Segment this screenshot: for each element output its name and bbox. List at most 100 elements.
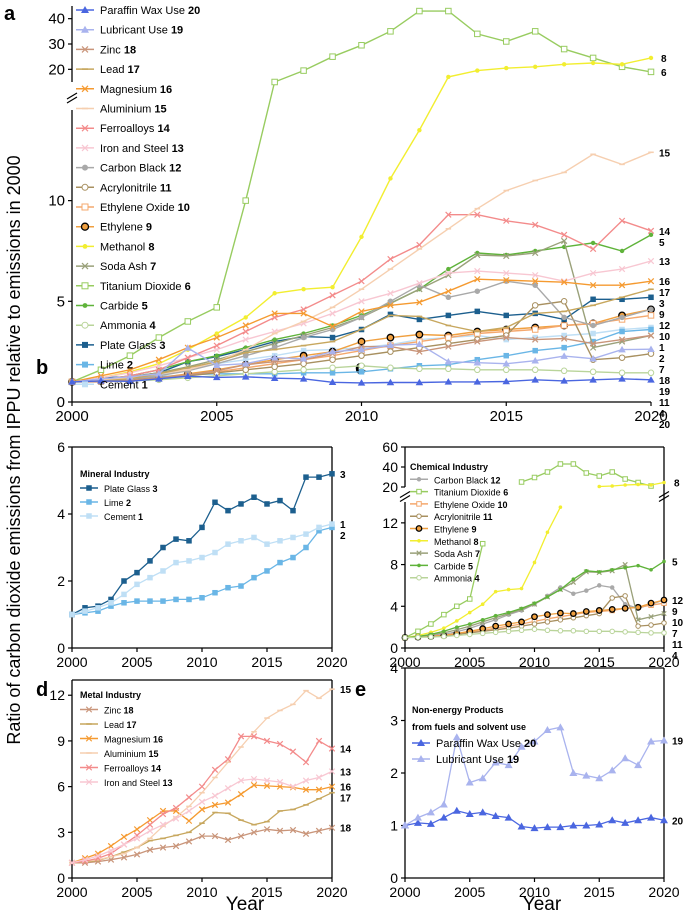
legend-name: Acrylonitrile (434, 512, 483, 522)
data-point (264, 541, 270, 547)
data-point (491, 758, 500, 766)
data-point (589, 282, 597, 289)
data-point (199, 524, 205, 531)
legend-name: Paraffin Wax Use (100, 5, 188, 17)
data-point (250, 775, 258, 783)
data-point (503, 38, 510, 45)
data-point (357, 337, 366, 346)
legend-swatch-marker (417, 539, 421, 543)
data-point (590, 322, 596, 329)
data-point (590, 330, 596, 337)
legend-swatch-marker (416, 513, 422, 519)
data-point (619, 62, 625, 67)
data-point (647, 227, 655, 235)
legend-rank: 20 (188, 5, 200, 17)
data-point (147, 574, 153, 581)
data-point (491, 812, 500, 820)
data-point (126, 366, 134, 373)
data-point (329, 292, 336, 299)
y-tick-label: 0 (390, 640, 398, 656)
data-point (467, 596, 473, 602)
data-point (595, 774, 604, 782)
data-point (582, 608, 590, 615)
end-label: 12 (672, 596, 684, 607)
data-point (532, 221, 539, 228)
data-point (618, 336, 626, 343)
data-point (303, 544, 309, 551)
data-point (224, 756, 232, 763)
data-point (557, 628, 564, 634)
legend-label: Lead 17 (100, 64, 140, 76)
legend-name: Zinc (100, 44, 124, 56)
data-point (242, 336, 249, 343)
data-point (242, 366, 249, 374)
series-line (71, 473, 333, 616)
legend-label: Plate Glass 3 (104, 484, 158, 494)
data-point (415, 378, 424, 386)
data-point (146, 816, 154, 824)
data-point (315, 786, 323, 793)
data-point (648, 294, 654, 301)
data-point (302, 759, 310, 766)
end-label: 14 (340, 745, 352, 756)
data-point (504, 761, 513, 769)
x-tick-label: 2015 (251, 654, 282, 670)
data-point (250, 733, 258, 740)
legend-item: Paraffin Wax Use 20 (412, 738, 536, 750)
data-point (608, 606, 616, 613)
series-magnesium (68, 275, 655, 386)
x-tick-label: 2010 (186, 884, 217, 900)
data-point (173, 536, 179, 542)
y-tick-label: 3 (57, 824, 65, 840)
data-point (415, 340, 424, 347)
data-point (478, 808, 487, 816)
data-point (595, 820, 604, 828)
legend-item: Carbide 5 (76, 301, 148, 313)
data-point (647, 332, 655, 339)
data-point (264, 568, 270, 574)
data-point (571, 577, 576, 581)
data-point (300, 334, 307, 341)
legend-swatch-marker (417, 563, 421, 568)
legend-name: Carbon Black (100, 163, 169, 175)
end-label: 20 (672, 816, 684, 827)
data-point (329, 521, 335, 527)
data-point (503, 366, 510, 374)
data-point (445, 365, 452, 373)
legend-rank: 18 (124, 44, 136, 56)
data-point (213, 373, 221, 381)
end-label: 15 (340, 685, 352, 696)
data-point (330, 285, 335, 290)
data-point (251, 534, 257, 541)
data-point (445, 211, 452, 218)
data-point (186, 596, 192, 603)
data-point (444, 357, 453, 365)
data-point (618, 217, 626, 224)
data-point (590, 240, 596, 246)
data-point (329, 356, 336, 363)
legend-name: Ferroalloys (104, 764, 151, 774)
data-point (545, 595, 550, 599)
data-point (185, 794, 193, 801)
data-point (402, 634, 408, 641)
data-point (198, 783, 206, 790)
data-point (648, 326, 654, 333)
data-point (557, 461, 564, 467)
data-point (359, 234, 364, 240)
data-point (316, 528, 322, 534)
legend-rank: 16 (160, 84, 172, 96)
legend-label: Carbon Black 12 (100, 163, 181, 175)
legend-item: Paraffin Wax Use 20 (76, 5, 200, 17)
data-point (413, 818, 422, 826)
data-point (172, 842, 180, 850)
data-point (316, 474, 322, 480)
end-label: 1 (340, 520, 346, 531)
data-point (126, 377, 134, 385)
data-point (213, 361, 221, 369)
data-point (618, 375, 626, 382)
legend-label: Soda Ash 7 (100, 261, 156, 273)
data-point (416, 365, 423, 373)
data-point (636, 563, 640, 568)
data-point (107, 847, 115, 854)
legend-item: Carbon Black 12 (76, 163, 181, 175)
